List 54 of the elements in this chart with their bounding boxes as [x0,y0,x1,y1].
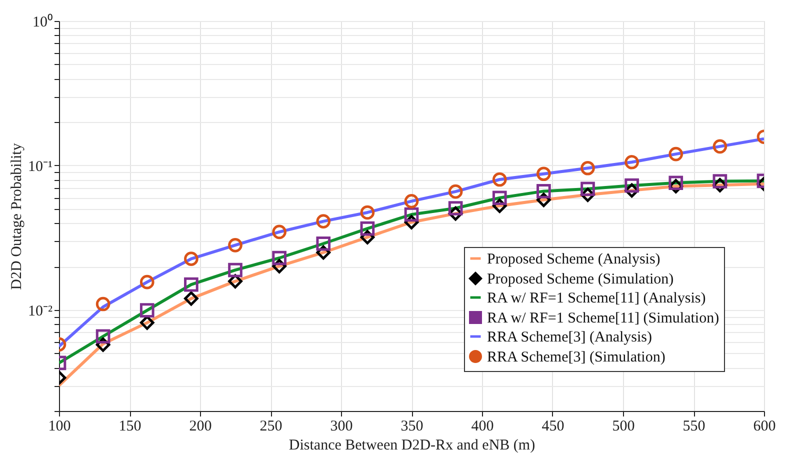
y-axis-title: D2D Outage Probability [9,142,26,290]
point [536,166,551,182]
y-tick-label: 10⁰ [32,14,52,30]
legend-label: Proposed Scheme (Analysis) [487,252,660,268]
point [624,154,639,170]
point [228,238,242,252]
x-tick-label: 150 [118,418,142,434]
point [184,252,198,266]
x-tick-label: 250 [260,418,282,434]
y-tick-label: 10⁻¹ [28,159,52,175]
x-tick-label: 350 [400,418,424,434]
x-tick-label: 600 [753,418,776,434]
point [580,182,595,196]
point [272,250,286,266]
x-tick-label: 500 [612,418,635,434]
point [184,291,198,306]
point [492,190,507,206]
point [712,139,728,154]
point [272,224,286,240]
point [228,262,242,278]
point [96,329,110,344]
legend-label: Proposed Scheme (Simulation) [487,272,674,288]
point [580,160,595,176]
point [492,172,507,187]
point [624,178,639,193]
y-tick-label: 10⁻² [28,304,53,320]
point [536,184,551,198]
point [360,205,375,220]
point [316,236,331,251]
legend-label: RA w/ RF=1 Scheme[11] (Simulation) [487,310,720,326]
point [404,194,419,208]
point [316,214,331,228]
point [668,146,684,162]
point [140,274,154,290]
legend-label: RRA Scheme[3] (Analysis) [487,330,652,346]
point [448,201,463,216]
point [404,207,419,222]
x-tick-label: 300 [330,418,353,434]
x-tick-label: 200 [189,418,212,434]
legend-label: RRA Scheme[3] (Simulation) [487,350,666,366]
point [712,174,728,188]
point [140,303,154,318]
x-tick-label: 550 [682,418,706,434]
point [184,277,198,292]
point [360,221,375,236]
x-tick-label: 100 [48,418,71,434]
point [668,176,684,190]
x-tick-label: 400 [471,418,494,434]
x-tick-label: 450 [542,418,564,434]
point [140,316,154,330]
x-axis-title: Distance Between D2D-Rx and eNB (m) [288,438,536,454]
point [96,296,110,312]
point [448,184,463,199]
legend-label: RA w/ RF=1 Scheme[11] (Analysis) [487,290,706,306]
